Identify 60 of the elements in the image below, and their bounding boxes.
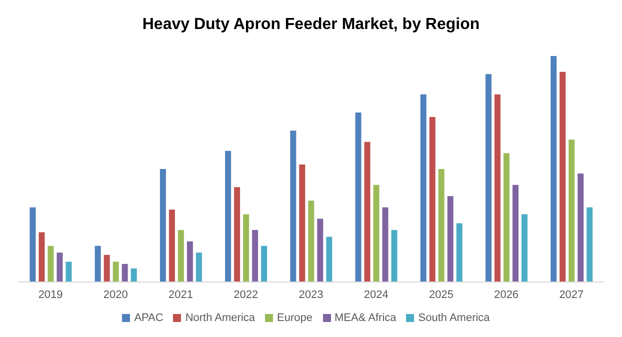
bar [522, 214, 528, 282]
bar [382, 207, 388, 282]
legend-label: North America [185, 312, 256, 324]
bar [94, 246, 101, 282]
bar [178, 230, 184, 282]
bar [438, 169, 444, 282]
bar [56, 252, 63, 282]
bar [456, 223, 462, 282]
legend-label: APAC [134, 312, 164, 324]
bar [578, 174, 584, 282]
bar [586, 207, 593, 282]
x-tick-label: 2021 [168, 288, 194, 301]
bar [299, 164, 306, 282]
bar [550, 56, 557, 282]
bar [234, 187, 240, 282]
bar [48, 246, 54, 282]
bar [512, 184, 518, 282]
bar [560, 72, 566, 282]
bar [130, 268, 137, 282]
bar [486, 74, 492, 282]
bar [420, 94, 426, 282]
bar [355, 112, 362, 282]
bar [168, 210, 175, 282]
bar [122, 264, 128, 282]
bar [261, 246, 268, 282]
legend-label: MEA& Africa [334, 312, 396, 324]
x-tick-label: 2020 [103, 288, 128, 301]
bar [317, 218, 324, 282]
bar [364, 142, 370, 282]
x-tick-label: 2023 [298, 288, 324, 301]
bar [196, 252, 202, 282]
bar [326, 236, 332, 282]
bar [66, 262, 72, 282]
bar [447, 196, 454, 282]
x-tick-label: 2022 [234, 288, 258, 301]
bar [252, 230, 258, 282]
bar [494, 94, 500, 282]
x-tick-label: 2019 [38, 288, 63, 301]
x-tick-label: 2027 [559, 288, 584, 301]
bar [308, 200, 314, 282]
bar [225, 150, 232, 282]
bar [243, 214, 250, 282]
bar [373, 184, 380, 282]
chart-title: Heavy Duty Apron Feeder Market, by Region [141, 15, 481, 35]
bar [30, 207, 36, 282]
x-tick-label: 2025 [428, 288, 454, 301]
bar [186, 241, 193, 282]
bar [391, 230, 398, 282]
bar [112, 262, 119, 282]
legend-label: Europe [277, 312, 313, 324]
legend-label: South America [418, 312, 490, 324]
bar [429, 117, 436, 282]
bar [38, 232, 45, 282]
bar [104, 254, 110, 282]
bar [160, 169, 166, 282]
bar [568, 140, 575, 282]
x-tick-label: 2026 [494, 288, 519, 301]
bar [504, 153, 510, 282]
bar [290, 130, 296, 282]
x-tick-label: 2024 [364, 288, 388, 301]
